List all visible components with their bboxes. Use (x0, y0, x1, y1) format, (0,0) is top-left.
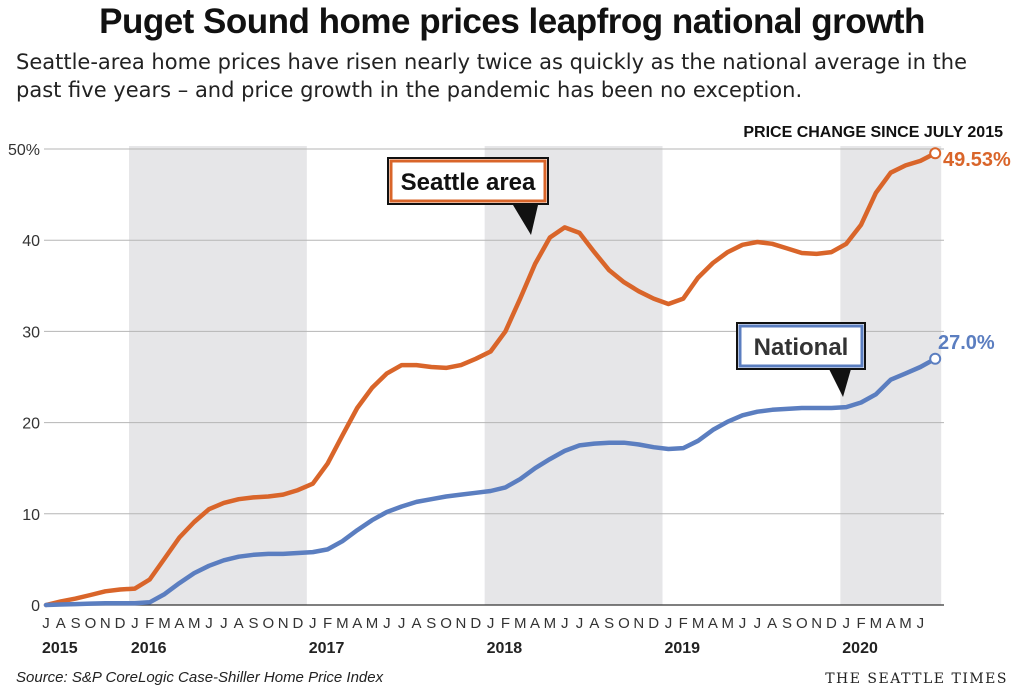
x-tick-label: A (411, 615, 421, 632)
chart-title: Puget Sound home prices leapfrog nationa… (99, 2, 925, 41)
x-tick-label: J (843, 615, 851, 632)
x-tick-label: A (530, 615, 540, 632)
x-tick-label: M (158, 615, 171, 632)
x-tick-label: M (366, 615, 379, 632)
x-tick-label: F (679, 615, 688, 632)
x-tick-label: S (71, 615, 81, 632)
x-tick-label: M (692, 615, 705, 632)
national-callout: National (736, 322, 866, 397)
y-tick-label: 10 (22, 507, 40, 524)
x-tick-label: A (56, 615, 66, 632)
x-tick-label: N (100, 615, 111, 632)
year-label: 2017 (309, 640, 345, 657)
series-lines (43, 147, 942, 608)
y-axis-labels: 0 10 20 30 40 50% (8, 142, 40, 615)
x-tick-label: F (323, 615, 332, 632)
x-tick-label: A (886, 615, 896, 632)
x-tick-label: J (220, 615, 228, 632)
x-tick-label: J (754, 615, 762, 632)
x-tick-label: S (426, 615, 436, 632)
x-tick-label: J (561, 615, 569, 632)
year-shading (128, 146, 942, 605)
x-tick-label: M (336, 615, 349, 632)
x-tick-label: N (633, 615, 644, 632)
y-tick-label: 20 (22, 416, 40, 433)
x-tick-label: J (42, 615, 50, 632)
y-tick-label: 50% (8, 142, 40, 159)
seattle-series-line (43, 151, 938, 608)
x-tick-label: A (174, 615, 184, 632)
x-tick-label: M (188, 615, 201, 632)
x-tick-label: O (85, 615, 97, 632)
x-tick-label: A (708, 615, 718, 632)
chart-subtitle: Seattle-area home prices have risen near… (16, 50, 968, 102)
x-tick-label: N (278, 615, 289, 632)
x-tick-label: N (456, 615, 467, 632)
seattle-callout: Seattle area (387, 157, 549, 235)
x-tick-label: M (721, 615, 734, 632)
year-band (128, 146, 307, 605)
year-label: 2020 (842, 640, 878, 657)
x-tick-label: J (576, 615, 584, 632)
national-series-line (43, 356, 938, 608)
x-tick-label: S (248, 615, 258, 632)
x-tick-label: J (309, 615, 317, 632)
x-tick-label: S (782, 615, 792, 632)
x-tick-label: M (544, 615, 557, 632)
x-tick-label: J (131, 615, 139, 632)
x-tick-label: J (917, 615, 925, 632)
x-tick-label: A (589, 615, 599, 632)
x-tick-label: O (262, 615, 274, 632)
x-tick-label: M (870, 615, 883, 632)
x-tick-label: N (811, 615, 822, 632)
x-tick-label: O (440, 615, 452, 632)
seattle-end-point (929, 147, 942, 160)
seattle-callout-label: Seattle area (401, 169, 536, 196)
y-tick-label: 30 (22, 324, 40, 341)
x-tick-label: F (857, 615, 866, 632)
x-tick-label: J (487, 615, 495, 632)
x-tick-label: O (618, 615, 630, 632)
source-note: Source: S&P CoreLogic Case-Shiller Home … (16, 669, 384, 686)
x-tick-label: M (899, 615, 912, 632)
year-label: 2016 (131, 640, 167, 657)
seattle-end-label: 49.53% (943, 149, 1011, 171)
year-label: 2019 (664, 640, 700, 657)
y-tick-label: 40 (22, 233, 40, 250)
x-tick-label: O (796, 615, 808, 632)
x-tick-label: J (739, 615, 747, 632)
year-band (484, 146, 663, 605)
x-tick-label: D (293, 615, 304, 632)
year-band (840, 146, 942, 605)
x-tick-label: F (145, 615, 154, 632)
x-tick-label: J (398, 615, 406, 632)
x-tick-label: J (665, 615, 673, 632)
x-tick-label: F (501, 615, 510, 632)
x-tick-label: D (470, 615, 481, 632)
y-tick-label: 0 (31, 598, 40, 615)
x-tick-label: J (205, 615, 213, 632)
x-tick-label: A (352, 615, 362, 632)
price-change-annotation: PRICE CHANGE SINCE JULY 2015 (743, 124, 1003, 141)
national-end-label: 27.0% (938, 332, 995, 354)
publisher-logo: THE SEATTLE TIMES (825, 671, 1008, 687)
x-tick-label: S (604, 615, 614, 632)
year-label: 2015 (42, 640, 78, 657)
x-tick-label: M (514, 615, 527, 632)
x-tick-label: A (767, 615, 777, 632)
x-tick-label: D (115, 615, 126, 632)
x-tick-label: D (826, 615, 837, 632)
national-end-point (929, 352, 942, 365)
x-tick-label: J (383, 615, 391, 632)
national-callout-label: National (754, 334, 849, 361)
x-tick-label: A (234, 615, 244, 632)
x-tick-label: D (648, 615, 659, 632)
year-label: 2018 (487, 640, 523, 657)
